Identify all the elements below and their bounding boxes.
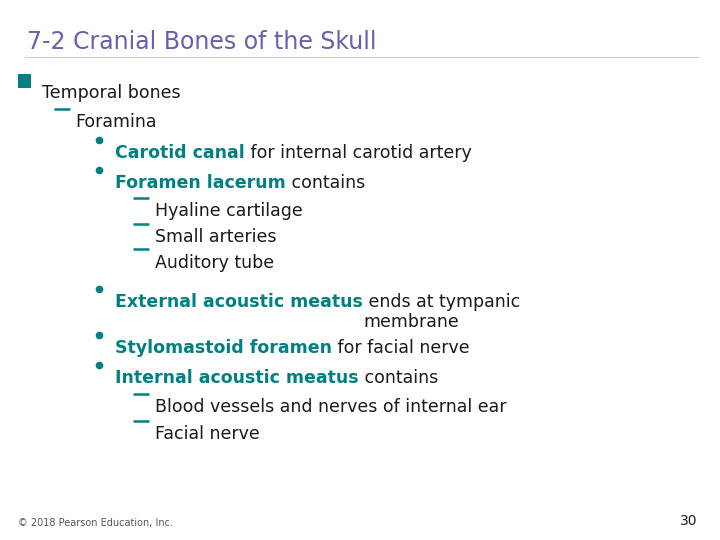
Text: Foramen lacerum: Foramen lacerum [115,174,286,192]
Text: External acoustic meatus: External acoustic meatus [115,293,363,310]
Text: Hyaline cartilage: Hyaline cartilage [155,202,302,220]
Text: Temporal bones: Temporal bones [42,84,181,102]
Text: ends at tympanic
membrane: ends at tympanic membrane [363,293,521,332]
Text: for internal carotid artery: for internal carotid artery [245,144,472,162]
Text: contains: contains [286,174,365,192]
Text: Carotid canal: Carotid canal [115,144,245,162]
Text: 30: 30 [680,514,697,528]
Text: Blood vessels and nerves of internal ear: Blood vessels and nerves of internal ear [155,398,506,416]
Text: contains: contains [359,369,438,387]
Text: Facial nerve: Facial nerve [155,425,259,443]
Text: Auditory tube: Auditory tube [155,254,274,272]
Bar [18,74,31,88]
Text: Foramina: Foramina [76,113,157,131]
Text: © 2018 Pearson Education, Inc.: © 2018 Pearson Education, Inc. [18,518,173,528]
Text: for facial nerve: for facial nerve [332,339,470,357]
Text: Stylomastoid foramen: Stylomastoid foramen [115,339,332,357]
Text: Internal acoustic meatus: Internal acoustic meatus [115,369,359,387]
Text: 7-2 Cranial Bones of the Skull: 7-2 Cranial Bones of the Skull [27,30,377,53]
Text: Small arteries: Small arteries [155,228,276,246]
